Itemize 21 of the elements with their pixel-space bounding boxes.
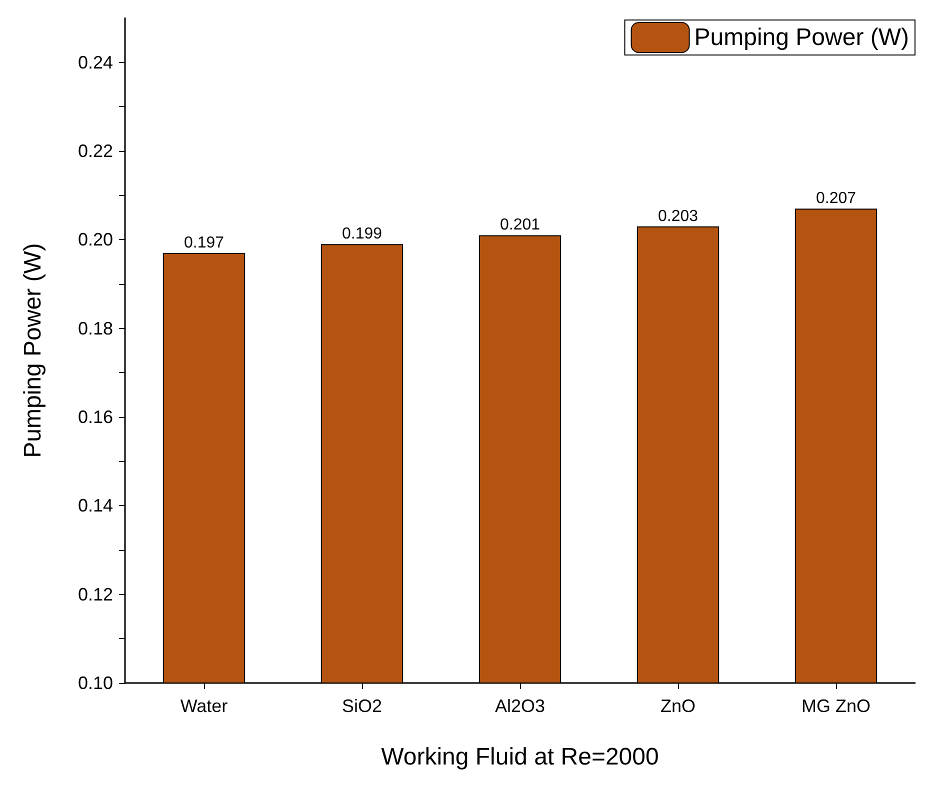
x-tick-label: Al2O3 xyxy=(494,696,546,716)
x-tick-label: ZnO xyxy=(660,696,696,716)
y-tick-label: 0.10 xyxy=(78,673,113,693)
x-tick-label: MG ZnO xyxy=(801,696,871,716)
legend-label: Pumping Power (W) xyxy=(694,24,910,51)
y-tick-label: 0.24 xyxy=(78,52,113,72)
y-axis-title: Pumping Power (W) xyxy=(20,243,46,458)
data-label: 0.201 xyxy=(500,216,540,234)
y-tick-label: 0.16 xyxy=(78,407,113,427)
x-tick-label: Water xyxy=(180,696,228,716)
y-tick-label: 0.22 xyxy=(78,141,113,161)
y-tick-label: 0.18 xyxy=(78,318,113,338)
data-label: 0.203 xyxy=(658,208,698,225)
y-tick-label: 0.12 xyxy=(78,584,113,604)
x-tick-label: SiO2 xyxy=(342,696,382,716)
data-label: 0.207 xyxy=(816,190,856,208)
y-tick-label: 0.14 xyxy=(78,496,113,516)
y-tick-label: 0.20 xyxy=(78,230,113,250)
x-axis-title: Working Fluid at Re=2000 xyxy=(381,744,659,770)
data-label: 0.199 xyxy=(342,226,382,243)
data-label: 0.197 xyxy=(184,234,224,252)
